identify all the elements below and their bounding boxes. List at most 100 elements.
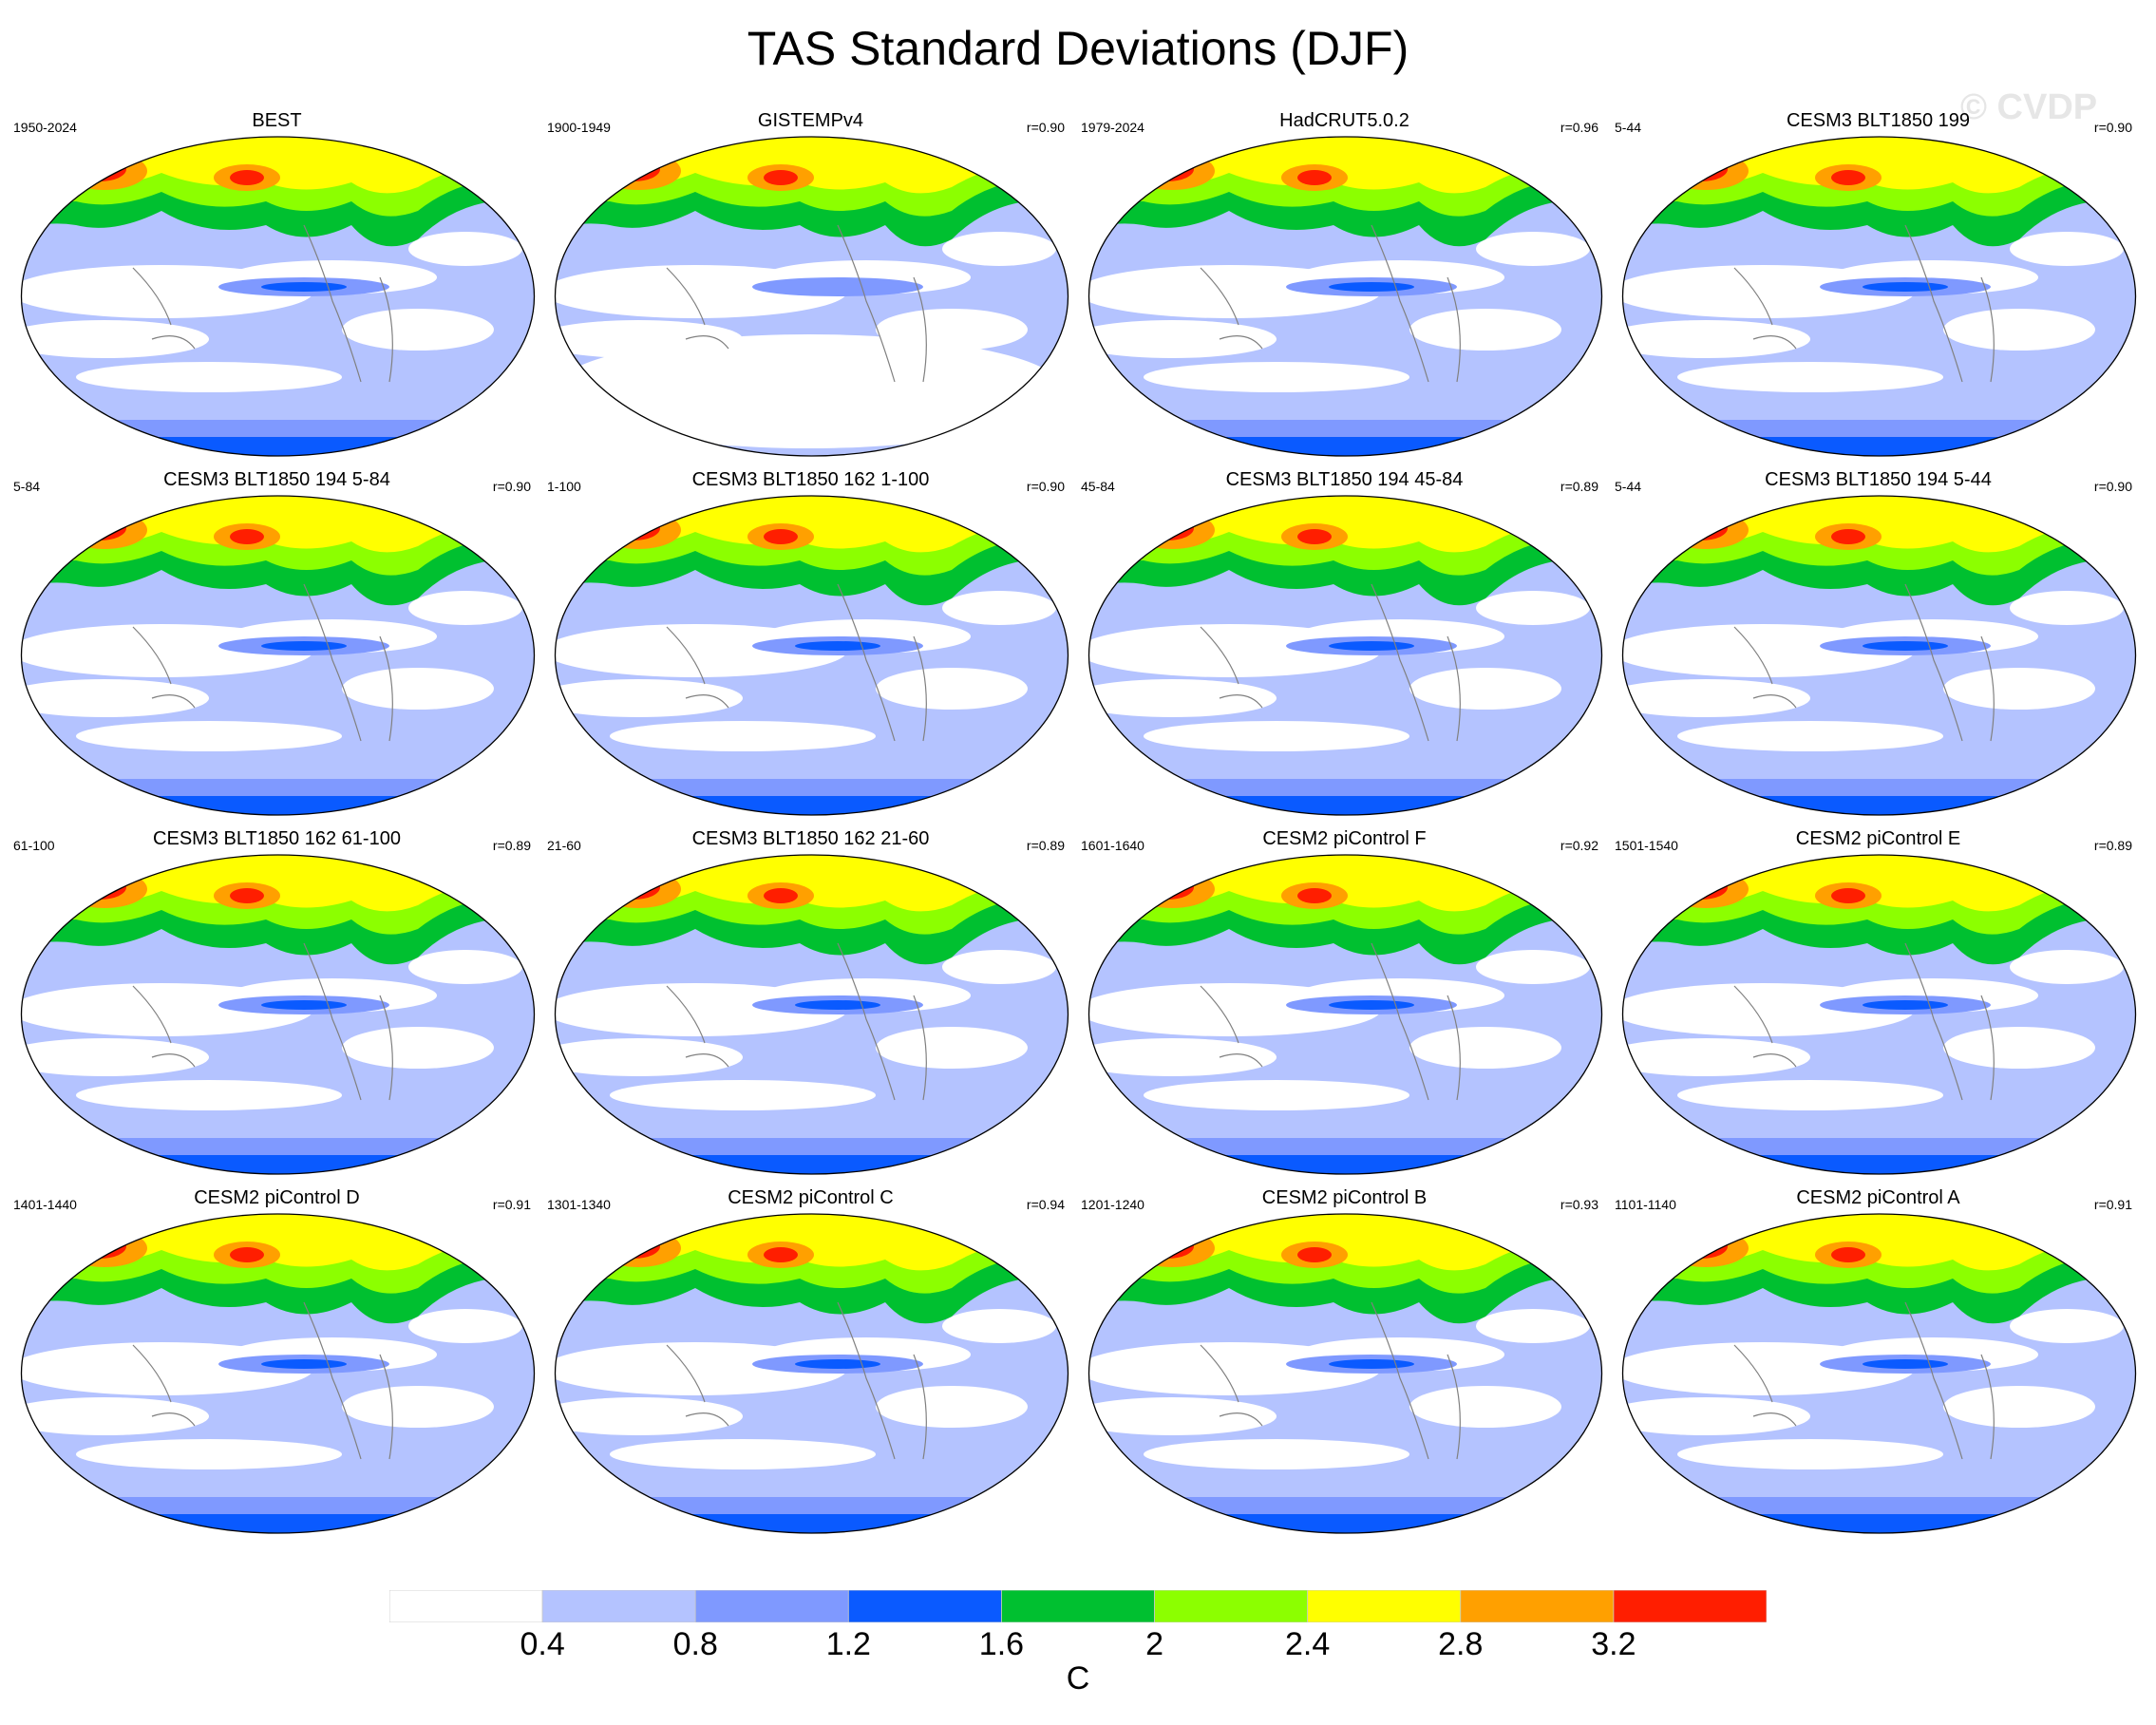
low-variance-band	[942, 950, 1056, 984]
coastline	[132, 583, 393, 742]
panel-correlation: r=0.91	[2093, 1197, 2132, 1212]
europe-patch	[2086, 862, 2136, 900]
antarctic-band	[1088, 796, 1602, 815]
siberia-core	[73, 1234, 126, 1259]
panel-correlation: r=0.91	[492, 1197, 531, 1212]
low-variance-band	[76, 1439, 342, 1469]
panel-correlation: r=0.90	[1026, 120, 1065, 135]
panel-correlation: r=0.89	[492, 838, 531, 853]
low-variance-band	[1088, 1397, 1277, 1435]
colorbar-swatch	[1307, 1590, 1462, 1622]
panel-period: 1501-1540	[1615, 838, 1678, 853]
antarctic-band	[1622, 437, 2136, 456]
enso-band	[752, 277, 923, 296]
europe-patch	[1552, 862, 1602, 900]
panel-period: 1201-1240	[1081, 1197, 1144, 1212]
low-variance-band	[942, 232, 1056, 266]
panel-correlation: r=0.89	[1560, 479, 1598, 494]
low-variance-band	[942, 591, 1056, 625]
panel-title: CESM2 piControl B	[1261, 1187, 1428, 1208]
map-panel: CESM3 BLT1850 199 5-44 r=0.90	[1611, 106, 2146, 467]
coastline	[666, 224, 927, 383]
siberia-hotspot	[596, 1229, 681, 1267]
panel-title: BEST	[252, 110, 302, 131]
panel-period: 1401-1440	[13, 1197, 77, 1212]
low-variance-band	[1622, 1397, 1810, 1435]
panel-correlation: r=0.93	[1560, 1197, 1598, 1212]
canada-core	[230, 170, 264, 185]
low-variance-band	[1409, 1386, 1561, 1428]
siberia-core	[607, 1234, 660, 1259]
siberia-hotspot	[62, 152, 147, 190]
siberia-core	[1141, 157, 1194, 181]
colorbar-tick-label: 2.8	[1438, 1626, 1484, 1662]
siberia-core	[73, 875, 126, 900]
siberia-hotspot	[596, 870, 681, 908]
map-panel: CESM3 BLT1850 194 45-84 45-84 r=0.89	[1077, 465, 1612, 826]
low-variance-band	[1476, 591, 1590, 625]
siberia-hotspot	[596, 152, 681, 190]
map-panel: GISTEMPv4 1900-1949 r=0.90	[543, 106, 1078, 467]
low-variance-band	[1677, 362, 1943, 392]
low-variance-band	[408, 591, 522, 625]
europe-patch	[1018, 862, 1069, 900]
low-variance-band	[1144, 362, 1409, 392]
low-variance-band	[1943, 1027, 2095, 1069]
map-border	[20, 854, 536, 1175]
coastline	[1200, 583, 1461, 742]
siberia-hotspot	[62, 1229, 147, 1267]
colorbar	[389, 1590, 1767, 1622]
panel-title: CESM2 piControl A	[1796, 1187, 1960, 1208]
panel-title: HadCRUT5.0.2	[1279, 110, 1409, 131]
colorbar-tick-label: 2	[1145, 1626, 1164, 1662]
panel-title: CESM3 BLT1850 194 5-44	[1765, 469, 1992, 490]
siberia-core	[1674, 875, 1728, 900]
canada-core	[1831, 170, 1865, 185]
low-variance-band	[1088, 1038, 1277, 1076]
low-variance-band	[76, 362, 342, 392]
low-variance-band	[342, 1027, 494, 1069]
siberia-core	[1674, 1234, 1728, 1259]
panel-correlation: r=0.94	[1026, 1197, 1065, 1212]
map-border	[20, 495, 536, 816]
enso-core	[261, 641, 347, 651]
low-variance-band	[21, 1397, 209, 1435]
low-variance-band	[942, 1309, 1056, 1343]
low-variance-band	[610, 1080, 876, 1110]
map-panel: CESM3 BLT1850 162 21-60 21-60 r=0.89	[543, 825, 1078, 1185]
map-panel: CESM2 piControl D 1401-1440 r=0.91	[9, 1184, 544, 1545]
siberia-hotspot	[1129, 1229, 1215, 1267]
low-variance-band	[76, 1080, 342, 1110]
panel-title: CESM3 BLT1850 162 21-60	[691, 828, 930, 849]
map-border	[20, 136, 536, 457]
panel-title: CESM2 piControl C	[728, 1187, 894, 1208]
canada-core	[230, 888, 264, 903]
enso-core	[1329, 641, 1414, 651]
robinson-map	[1621, 1213, 2137, 1534]
robinson-map	[1621, 495, 2137, 816]
low-variance-band	[1476, 1309, 1590, 1343]
europe-patch	[2086, 144, 2136, 182]
low-variance-band	[1476, 950, 1590, 984]
panel-title: CESM3 BLT1850 194 5-84	[163, 469, 390, 490]
colorbar-swatch	[541, 1590, 696, 1622]
panel-correlation: r=0.96	[1560, 120, 1598, 135]
coastline	[1733, 583, 1995, 742]
map-panel: BEST 1950-2024	[9, 106, 544, 467]
siberia-hotspot	[1663, 870, 1749, 908]
antarctic-band	[21, 796, 535, 815]
map-panel: HadCRUT5.0.2 1979-2024 r=0.96	[1077, 106, 1612, 467]
map-border	[1621, 136, 2137, 457]
panel-title: CESM3 BLT1850 194 45-84	[1225, 469, 1464, 490]
canada-core	[230, 1247, 264, 1262]
low-variance-band	[342, 668, 494, 710]
low-variance-band	[76, 721, 342, 751]
coastline	[132, 1301, 393, 1460]
panel-period: 5-84	[13, 479, 41, 494]
panel-correlation: r=0.90	[2093, 479, 2132, 494]
map-border	[1087, 1213, 1603, 1534]
siberia-core	[607, 875, 660, 900]
low-variance-band	[2010, 1309, 2124, 1343]
low-variance-band	[408, 1309, 522, 1343]
siberia-hotspot	[62, 870, 147, 908]
